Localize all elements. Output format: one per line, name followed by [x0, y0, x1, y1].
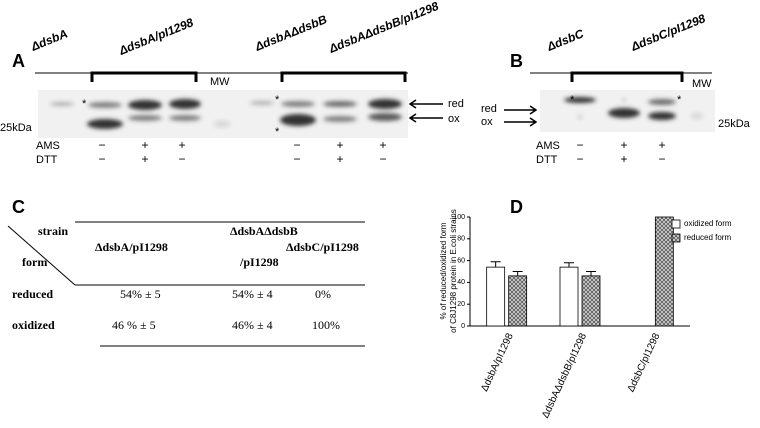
cell: 46% ± 4 — [232, 318, 273, 332]
sign: + — [620, 138, 627, 152]
gel — [38, 90, 408, 138]
sign: + — [336, 138, 343, 152]
size-marker: 25kDa — [718, 118, 751, 130]
y-axis-label: % of reduced/oxidized form — [439, 222, 448, 319]
y-axis-label: of C8J1298 protein in E.coli strains — [449, 209, 458, 333]
bar — [486, 266, 506, 327]
table-header: ΔdsbA/pI1298 — [95, 240, 168, 254]
bracket — [570, 71, 684, 82]
bar — [559, 266, 579, 327]
y-tick-label: 40 — [457, 279, 465, 286]
legend-label: oxidized form — [684, 219, 732, 228]
lane-label: ΔdsbAΔdsbB/pI1298 — [326, 0, 441, 56]
band-label: red — [481, 103, 497, 115]
lane-label: ΔdsbA/pI1298 — [116, 15, 195, 58]
row-label: DTT — [536, 154, 558, 166]
panel-label: B — [510, 51, 523, 71]
lane-label: MW — [210, 76, 230, 88]
table-corner: form — [22, 255, 47, 269]
lane-label: MW — [692, 78, 712, 90]
panel-label: A — [12, 51, 25, 71]
error-bar — [490, 261, 501, 268]
star: * — [275, 126, 280, 138]
sign: + — [658, 138, 665, 152]
sign: + — [141, 152, 148, 166]
table-header: ΔdsbAΔdsbB — [230, 224, 298, 238]
bar — [654, 216, 674, 327]
sign: + — [379, 138, 386, 152]
x-tick-label: ΔdsbA/pI1298 — [479, 331, 516, 393]
sign: − — [293, 138, 300, 152]
row-label: AMS — [36, 140, 60, 152]
error-bar — [512, 271, 523, 276]
sign: + — [620, 152, 627, 166]
panel-label: D — [510, 197, 523, 217]
band-label: ox — [448, 113, 460, 125]
lane-label: ΔdsbC/pI1298 — [628, 11, 707, 54]
star: * — [82, 98, 87, 110]
x-tick-label: ΔdsbAΔdsbB/pI1298 — [540, 331, 589, 420]
sign: − — [293, 152, 300, 166]
bands — [564, 97, 703, 120]
row-label: AMS — [536, 140, 560, 152]
sign: − — [178, 152, 185, 166]
sign: − — [379, 152, 386, 166]
bar — [508, 275, 528, 327]
y-tick-label: 100 — [453, 214, 465, 221]
lane-label: ΔdsbA — [28, 26, 69, 54]
cell: 54% ± 5 — [120, 287, 161, 301]
cell: 54% ± 4 — [232, 287, 273, 301]
star: * — [275, 94, 280, 106]
sign: − — [658, 152, 665, 166]
size-marker: 25kDa — [0, 122, 33, 134]
lane-label: ΔdsbC — [544, 26, 586, 54]
y-tick-label: 60 — [457, 257, 465, 264]
sign: + — [336, 152, 343, 166]
sign: − — [98, 152, 105, 166]
sign: + — [178, 138, 185, 152]
star: * — [570, 94, 575, 106]
arrows — [408, 99, 443, 123]
sign: − — [576, 152, 583, 166]
panel-label: C — [12, 197, 25, 217]
legend-label: reduced form — [684, 233, 731, 242]
cell: 46 % ± 5 — [112, 318, 156, 332]
bracket — [90, 71, 407, 82]
table-header: /pI1298 — [239, 255, 279, 269]
table-corner: strain — [38, 224, 68, 238]
error-bar — [564, 262, 574, 268]
rule — [7, 225, 76, 286]
y-tick-label: 0 — [461, 323, 465, 330]
bands — [50, 99, 402, 129]
x-tick-label: ΔdsbC/pI1298 — [626, 331, 663, 393]
sign: − — [576, 138, 583, 152]
band-label: red — [448, 98, 464, 110]
cell: 0% — [315, 287, 331, 301]
y-tick-label: 20 — [457, 301, 465, 308]
star: * — [677, 94, 682, 106]
y-tick-label: 80 — [457, 236, 465, 243]
row-label: reduced — [12, 287, 53, 301]
row-label: oxidized — [12, 318, 55, 332]
legend-swatch — [671, 219, 681, 229]
sign: + — [141, 138, 148, 152]
band-label: ox — [481, 116, 493, 128]
row-label: DTT — [36, 154, 58, 166]
table-header: ΔdsbC/pI1298 — [286, 240, 359, 254]
arrows — [504, 105, 538, 127]
legend-swatch — [671, 233, 681, 243]
sign: − — [98, 138, 105, 152]
lane-label: ΔdsbAΔdsbB — [252, 12, 329, 54]
error-bar — [586, 271, 596, 276]
cell: 100% — [312, 318, 340, 332]
bar — [581, 275, 601, 327]
